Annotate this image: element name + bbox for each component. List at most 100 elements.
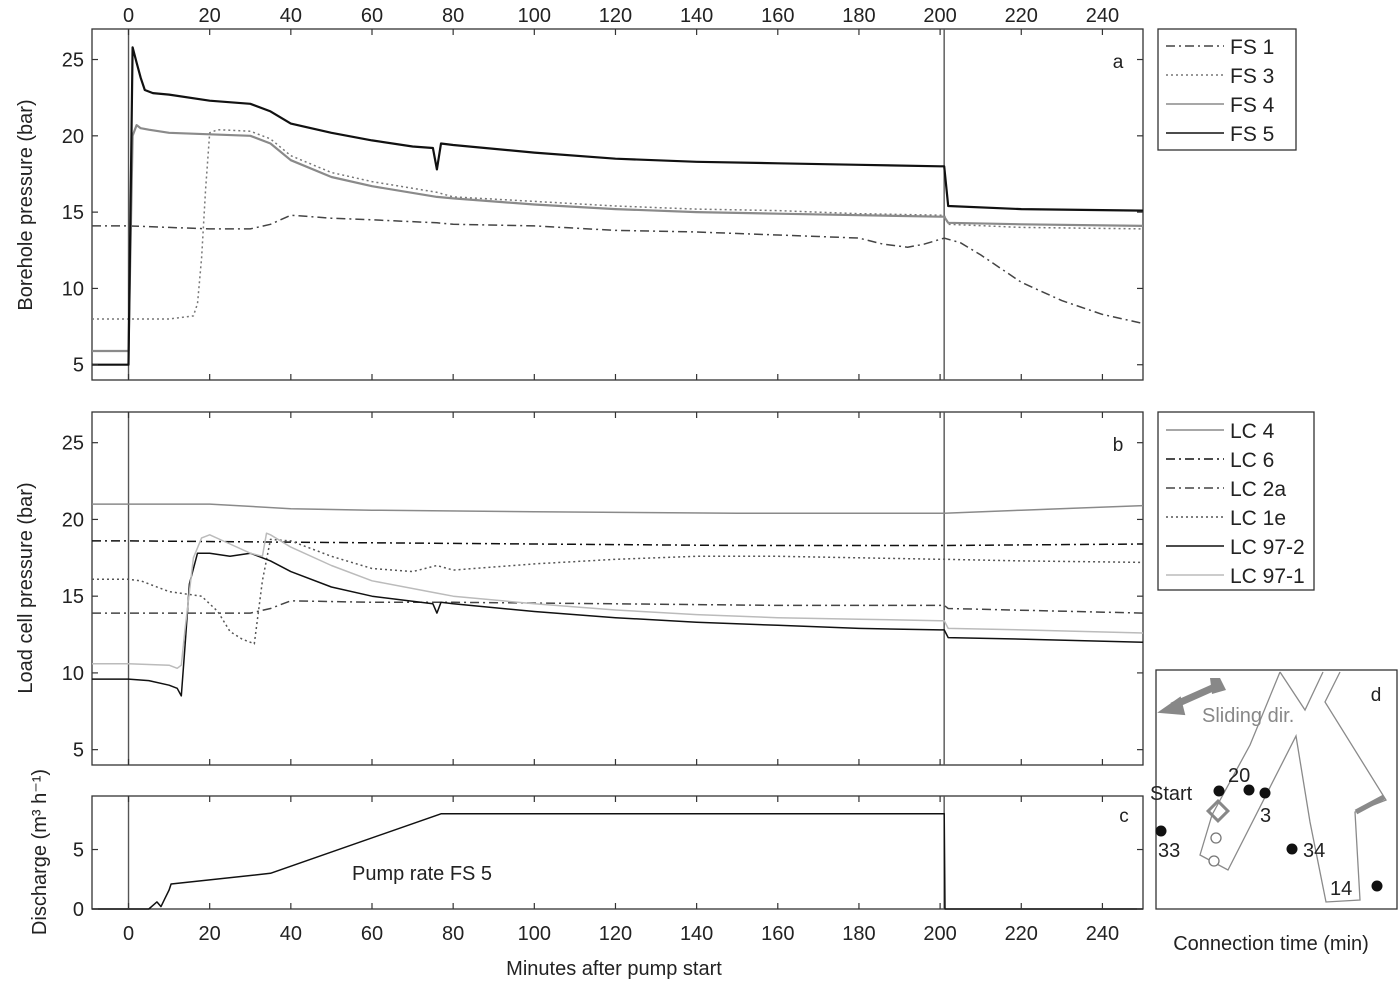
panel-c-y-ticks: 05 bbox=[73, 840, 1143, 921]
series-pump-rate-fs-5 bbox=[92, 813, 1143, 910]
y-tick-label: 20 bbox=[62, 126, 84, 148]
sliding-direction-label: Sliding dir. bbox=[1202, 705, 1294, 727]
x-tick-label-top: 20 bbox=[199, 5, 221, 27]
map-label-3: 3 bbox=[1260, 805, 1271, 827]
series-lc-1e bbox=[92, 538, 1144, 645]
x-tick-label-bottom: 220 bbox=[1005, 923, 1038, 945]
map-point-open-2 bbox=[1208, 855, 1220, 867]
panel-b-y-ticks: 5 10 15 20 25 bbox=[62, 433, 1143, 762]
x-tick-label-bottom: 80 bbox=[442, 923, 464, 945]
sliding-direction-arrow bbox=[1157, 678, 1226, 716]
panel-b-letter: b bbox=[1113, 435, 1124, 456]
y-tick-label: 5 bbox=[73, 840, 84, 862]
x-tick-label-bottom: 60 bbox=[361, 923, 383, 945]
y-tick-label: 20 bbox=[62, 509, 84, 531]
x-tick-label-top: 100 bbox=[518, 5, 551, 27]
map-label-34: 34 bbox=[1303, 840, 1325, 862]
legend-label-lc-2a: LC 2a bbox=[1230, 478, 1286, 501]
legend-label-lc-1e: LC 1e bbox=[1230, 507, 1286, 530]
panel-a-y-ticks: 5 10 15 20 25 bbox=[62, 50, 1143, 377]
x-tick-label-bottom: 240 bbox=[1086, 923, 1119, 945]
x-axis-label: Minutes after pump start bbox=[506, 958, 722, 980]
x-tick-label-top: 80 bbox=[442, 5, 464, 27]
panel-d-letter: d bbox=[1371, 685, 1382, 706]
y-tick-label: 5 bbox=[73, 355, 84, 377]
x-tick-label-top: 160 bbox=[761, 5, 794, 27]
panel-c: 05 c Pump rate FS 5 Discharge (m³ h⁻¹) bbox=[29, 769, 1144, 935]
x-tick-label-bottom: 0 bbox=[123, 923, 134, 945]
panel-a-ylabel: Borehole pressure (bar) bbox=[15, 99, 37, 310]
panel-a-letter: a bbox=[1113, 52, 1124, 73]
x-tick-label-bottom: 40 bbox=[280, 923, 302, 945]
arrow-tail bbox=[1210, 678, 1226, 694]
x-tick-label-top: 0 bbox=[123, 5, 134, 27]
map-point-open-1 bbox=[1210, 832, 1222, 844]
series-lc-6 bbox=[92, 540, 1144, 547]
series-fs-3 bbox=[92, 128, 1144, 320]
x-tick-label-top: 220 bbox=[1005, 5, 1038, 27]
x-tick-label-bottom: 20 bbox=[199, 923, 221, 945]
top-x-tick-labels: 0 20 40 60 80 100 120 140 160 180 200 220 240 bbox=[123, 5, 1119, 27]
panel-b-ylabel: Load cell pressure (bar) bbox=[15, 482, 37, 693]
x-tick-label-bottom: 100 bbox=[518, 923, 551, 945]
panel-a: 5 10 15 20 25 a Borehole pressure (bar) bbox=[15, 28, 1144, 381]
x-tick-label-top: 180 bbox=[842, 5, 875, 27]
series-fs-5 bbox=[92, 46, 1144, 366]
map-point-20 bbox=[1243, 784, 1255, 796]
legend-label-fs-4: FS 4 bbox=[1230, 94, 1275, 117]
x-tick-label-top: 240 bbox=[1086, 5, 1119, 27]
y-tick-label: 25 bbox=[62, 50, 84, 72]
legend-label-fs-3: FS 3 bbox=[1230, 65, 1274, 88]
legend-a: FS 1 FS 3 FS 4 FS 5 bbox=[1157, 28, 1297, 151]
x-tick-label-bottom: 140 bbox=[680, 923, 713, 945]
y-tick-label: 25 bbox=[62, 433, 84, 455]
legend-a-box bbox=[1157, 28, 1297, 151]
bottom-x-tick-labels: 0 20 40 60 80 100 120 140 160 180 200 220 240 bbox=[123, 923, 1119, 945]
panel-d-map: Sliding dir. d Start 20 3 33 34 14 Conne… bbox=[1150, 669, 1398, 955]
series-lc-97-1 bbox=[92, 532, 1144, 670]
panel-c-letter: c bbox=[1119, 806, 1129, 827]
arrow-head bbox=[1157, 696, 1186, 716]
panel-c-ylabel: Discharge (m³ h⁻¹) bbox=[29, 769, 51, 935]
y-tick-label: 10 bbox=[62, 663, 84, 685]
x-tick-label-top: 140 bbox=[680, 5, 713, 27]
panel-a-series bbox=[92, 29, 1144, 380]
panel-c-frame bbox=[91, 795, 1144, 910]
panel-c-x-ticks bbox=[127, 796, 1104, 909]
y-tick-label: 5 bbox=[73, 740, 84, 762]
legend-label-fs-1: FS 1 bbox=[1230, 36, 1274, 59]
panel-b-x-ticks bbox=[127, 412, 1104, 765]
x-tick-label-bottom: 200 bbox=[923, 923, 956, 945]
panel-c-series bbox=[92, 796, 1143, 910]
map-label-14: 14 bbox=[1330, 878, 1352, 900]
map-point-start bbox=[1213, 785, 1225, 797]
legend-b-box bbox=[1157, 411, 1315, 591]
series-fs-1 bbox=[92, 214, 1144, 325]
x-tick-label-bottom: 180 bbox=[842, 923, 875, 945]
x-tick-label-top: 120 bbox=[599, 5, 632, 27]
panel-a-frame bbox=[91, 28, 1144, 381]
series-lc-97-2 bbox=[92, 552, 1144, 697]
panel-b-frame bbox=[91, 411, 1144, 766]
map-point-33 bbox=[1155, 825, 1167, 837]
map-label-start: Start bbox=[1150, 783, 1193, 805]
panel-b-series bbox=[92, 412, 1144, 765]
x-tick-label-bottom: 160 bbox=[761, 923, 794, 945]
map-label-33: 33 bbox=[1158, 840, 1180, 862]
series-fs-4 bbox=[92, 123, 1144, 353]
panel-d-frame bbox=[1155, 669, 1398, 910]
legend-a-items: FS 1 FS 3 FS 4 FS 5 bbox=[1166, 36, 1275, 146]
x-tick-label-top: 40 bbox=[280, 5, 302, 27]
y-tick-label: 0 bbox=[73, 899, 84, 921]
map-point-34 bbox=[1286, 843, 1298, 855]
legend-label-lc-97-1: LC 97-1 bbox=[1230, 565, 1305, 588]
legend-label-fs-5: FS 5 bbox=[1230, 123, 1274, 146]
legend-b: LC 4 LC 6 LC 2a LC 1e LC 97-2 LC 97-1 bbox=[1157, 411, 1315, 591]
series-lc-2a bbox=[92, 600, 1144, 614]
x-tick-label-bottom: 120 bbox=[599, 923, 632, 945]
legend-label-lc-4: LC 4 bbox=[1230, 420, 1275, 443]
panel-b: 5 10 15 20 25 b Load cell pressure (bar) bbox=[15, 411, 1144, 766]
series-lc-4 bbox=[92, 503, 1144, 515]
map-label-20: 20 bbox=[1228, 765, 1250, 787]
